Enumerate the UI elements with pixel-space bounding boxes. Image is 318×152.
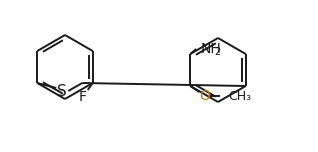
Text: NH: NH [200, 42, 221, 56]
Text: S: S [58, 83, 67, 98]
Text: CH₃: CH₃ [228, 90, 252, 102]
Text: F: F [79, 90, 87, 104]
Text: 2: 2 [214, 47, 221, 57]
Text: O: O [199, 89, 210, 103]
